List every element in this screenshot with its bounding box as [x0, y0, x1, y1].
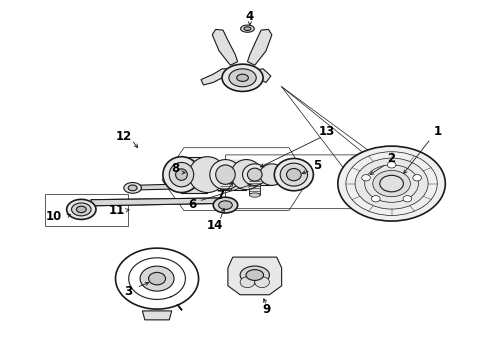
Polygon shape: [212, 30, 238, 65]
Ellipse shape: [216, 165, 235, 184]
Ellipse shape: [355, 158, 428, 209]
Ellipse shape: [240, 266, 270, 284]
Text: 10: 10: [46, 210, 62, 223]
Text: 6: 6: [189, 198, 197, 211]
Text: 3: 3: [124, 285, 133, 298]
Text: 9: 9: [263, 303, 271, 316]
Ellipse shape: [244, 27, 251, 31]
Ellipse shape: [222, 64, 263, 91]
Ellipse shape: [229, 69, 256, 87]
Text: 5: 5: [313, 159, 321, 172]
Ellipse shape: [210, 159, 241, 190]
Circle shape: [255, 277, 270, 288]
Circle shape: [362, 175, 370, 181]
Ellipse shape: [249, 193, 260, 197]
Ellipse shape: [280, 163, 308, 186]
Ellipse shape: [241, 25, 254, 32]
Circle shape: [413, 175, 421, 181]
Ellipse shape: [219, 174, 232, 179]
Ellipse shape: [124, 183, 142, 193]
Ellipse shape: [247, 168, 262, 181]
Bar: [180, 157, 207, 193]
Circle shape: [148, 273, 166, 285]
Ellipse shape: [189, 157, 226, 193]
Polygon shape: [228, 257, 282, 295]
Circle shape: [403, 195, 412, 202]
Ellipse shape: [246, 270, 264, 280]
Text: 8: 8: [172, 162, 180, 175]
Ellipse shape: [169, 162, 194, 187]
Text: 12: 12: [116, 130, 132, 143]
Ellipse shape: [67, 199, 96, 220]
Ellipse shape: [243, 164, 267, 185]
Ellipse shape: [163, 157, 200, 193]
Ellipse shape: [260, 164, 284, 185]
Text: 13: 13: [319, 125, 335, 138]
Circle shape: [371, 195, 380, 202]
Ellipse shape: [368, 171, 406, 197]
Bar: [255, 164, 272, 185]
Polygon shape: [220, 177, 231, 190]
Circle shape: [140, 266, 174, 291]
Ellipse shape: [380, 175, 403, 192]
Polygon shape: [201, 69, 233, 85]
Ellipse shape: [175, 169, 187, 180]
Ellipse shape: [76, 206, 86, 213]
Text: 14: 14: [206, 219, 223, 232]
Ellipse shape: [231, 159, 262, 190]
Text: 2: 2: [388, 152, 395, 165]
Text: 7: 7: [217, 189, 224, 202]
Bar: [224, 159, 246, 190]
Ellipse shape: [219, 201, 232, 210]
Ellipse shape: [338, 146, 445, 221]
Ellipse shape: [72, 203, 91, 216]
Circle shape: [240, 277, 255, 288]
Polygon shape: [251, 69, 271, 82]
Text: 4: 4: [246, 10, 254, 23]
Ellipse shape: [213, 197, 238, 213]
Polygon shape: [247, 30, 272, 65]
Ellipse shape: [274, 158, 314, 191]
Ellipse shape: [373, 171, 411, 197]
Polygon shape: [143, 311, 172, 320]
Text: 1: 1: [434, 125, 442, 138]
Text: 11: 11: [109, 204, 125, 217]
Ellipse shape: [128, 185, 137, 191]
Polygon shape: [249, 176, 260, 195]
Ellipse shape: [248, 172, 261, 177]
Circle shape: [387, 162, 396, 168]
Ellipse shape: [237, 74, 248, 81]
Ellipse shape: [287, 168, 301, 181]
Polygon shape: [91, 198, 225, 206]
Polygon shape: [133, 183, 220, 190]
